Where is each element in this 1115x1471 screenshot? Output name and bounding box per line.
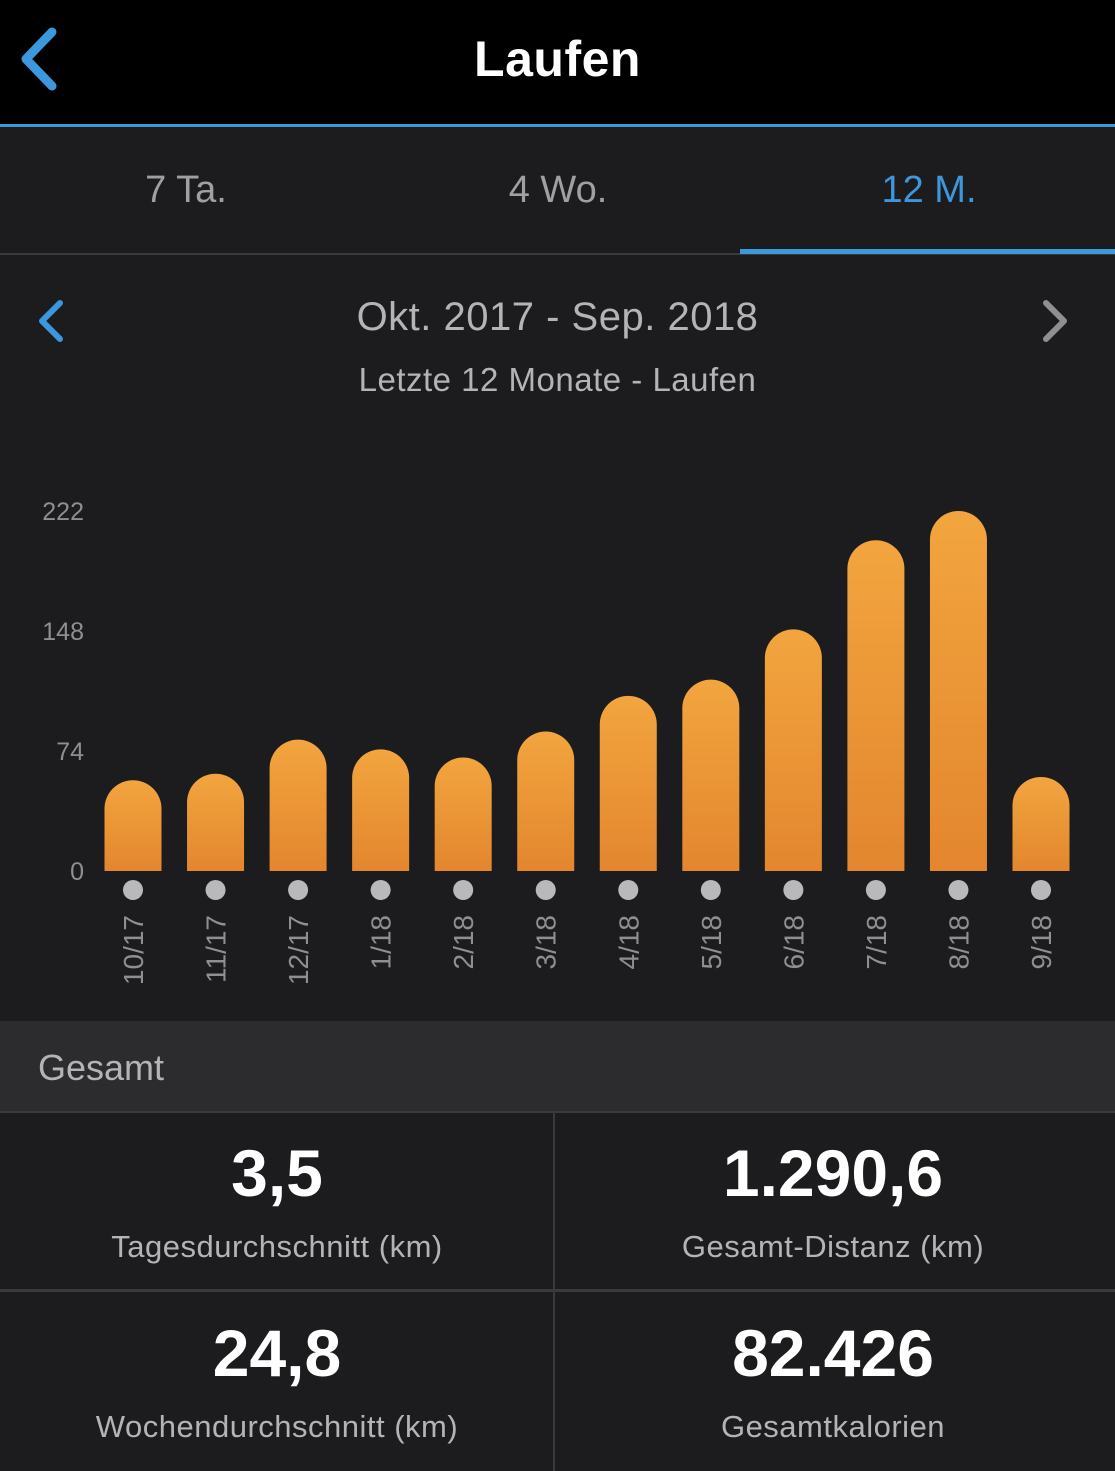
chevron-left-icon (21, 27, 57, 91)
x-tick-label: 8/18 (943, 915, 974, 970)
summary-header: Gesamt (0, 1021, 1115, 1111)
x-tick-label: 10/17 (118, 915, 149, 985)
bar-11-17[interactable] (187, 773, 245, 871)
page-title: Laufen (474, 31, 641, 87)
bar-3-18[interactable] (517, 731, 575, 871)
x-tick-label: 9/18 (1026, 915, 1057, 970)
period-tabs: 7 Ta. 4 Wo. 12 M. (0, 127, 1115, 255)
stat-label: Gesamt-Distanz (km) (681, 1229, 985, 1264)
navigation-bar: Laufen (0, 0, 1115, 124)
x-tick-label: 5/18 (696, 915, 727, 970)
x-tick-dot (700, 880, 721, 900)
x-tick-dot (783, 880, 804, 900)
bar-4-18[interactable] (599, 695, 657, 871)
y-tick-label: 148 (42, 618, 84, 646)
stat-label: Tagesdurchschnitt (km) (111, 1229, 443, 1264)
x-tick-label: 4/18 (613, 915, 644, 970)
bar-9-18[interactable] (1012, 776, 1070, 871)
active-tab-indicator (740, 249, 1115, 254)
x-tick-dot (618, 880, 639, 900)
bar-6-18[interactable] (764, 629, 822, 871)
summary-heading: Gesamt (38, 1047, 165, 1088)
x-tick-dot (205, 880, 226, 900)
x-tick-label: 6/18 (778, 915, 809, 970)
y-tick-label: 222 (42, 498, 84, 526)
stat-label: Gesamtkalorien (720, 1409, 946, 1444)
x-tick-dot (288, 880, 309, 900)
x-tick-label: 12/17 (283, 915, 314, 985)
y-tick-label: 0 (70, 858, 84, 886)
x-tick-dot (453, 880, 474, 900)
grid-divider-horizontal (0, 1289, 1115, 1292)
stats-grid: 3,5 Tagesdurchschnitt (km) 1.290,6 Gesam… (0, 1111, 1115, 1471)
x-tick-label: 2/18 (448, 915, 479, 970)
tab-7-days[interactable]: 7 Ta. (145, 168, 227, 211)
period-subtitle: Letzte 12 Monate - Laufen (358, 361, 757, 398)
x-tick-dot (123, 880, 143, 900)
x-tick-dot (948, 880, 969, 900)
stat-value: 82.426 (732, 1316, 934, 1390)
bar-8-18[interactable] (929, 511, 987, 871)
next-period-button[interactable] (1030, 293, 1080, 345)
chevron-left-icon (39, 300, 63, 342)
chart-panel: Okt. 2017 - Sep. 2018 Letzte 12 Monate -… (0, 257, 1115, 1021)
bar-12-17[interactable] (269, 739, 327, 871)
bar-7-18[interactable] (847, 540, 905, 871)
stat-weekly-average: 24,8 Wochendurchschnitt (km) (0, 1293, 554, 1471)
x-tick-label: 11/17 (201, 915, 232, 983)
x-tick-dot (370, 880, 391, 900)
period-range: Okt. 2017 - Sep. 2018 (356, 295, 759, 339)
bar-5-18[interactable] (682, 679, 740, 871)
x-tick-label: 1/18 (366, 915, 397, 970)
tab-12-months[interactable]: 12 M. (881, 168, 977, 211)
bar-2-18[interactable] (434, 757, 492, 871)
stat-value: 3,5 (231, 1136, 323, 1210)
stat-daily-average: 3,5 Tagesdurchschnitt (km) (0, 1113, 554, 1291)
stat-total-distance: 1.290,6 Gesamt-Distanz (km) (556, 1113, 1110, 1291)
back-button[interactable] (14, 22, 74, 96)
stat-value: 24,8 (212, 1316, 342, 1390)
stat-value: 1.290,6 (722, 1136, 944, 1210)
bar-1-18[interactable] (352, 749, 410, 871)
chevron-right-icon (1043, 300, 1067, 342)
y-tick-label: 74 (56, 738, 84, 766)
x-tick-label: 7/18 (861, 915, 892, 970)
previous-period-button[interactable] (28, 293, 78, 345)
bar-10-17[interactable] (104, 780, 162, 871)
x-tick-dot (535, 880, 556, 900)
x-tick-label: 3/18 (531, 915, 562, 970)
x-tick-dot (865, 880, 886, 900)
stat-total-calories: 82.426 Gesamtkalorien (556, 1293, 1110, 1471)
x-tick-dot (1031, 880, 1051, 900)
nav-divider (0, 124, 1115, 127)
distance-bar-chart: 0 74 148 222 10/17 11/17 12/17 1/18 2/18 3/18 4/1… (42, 498, 1070, 985)
tab-4-weeks[interactable]: 4 Wo. (508, 168, 608, 211)
stat-label: Wochendurchschnitt (km) (95, 1409, 459, 1444)
grid-divider-vertical (553, 1113, 555, 1471)
